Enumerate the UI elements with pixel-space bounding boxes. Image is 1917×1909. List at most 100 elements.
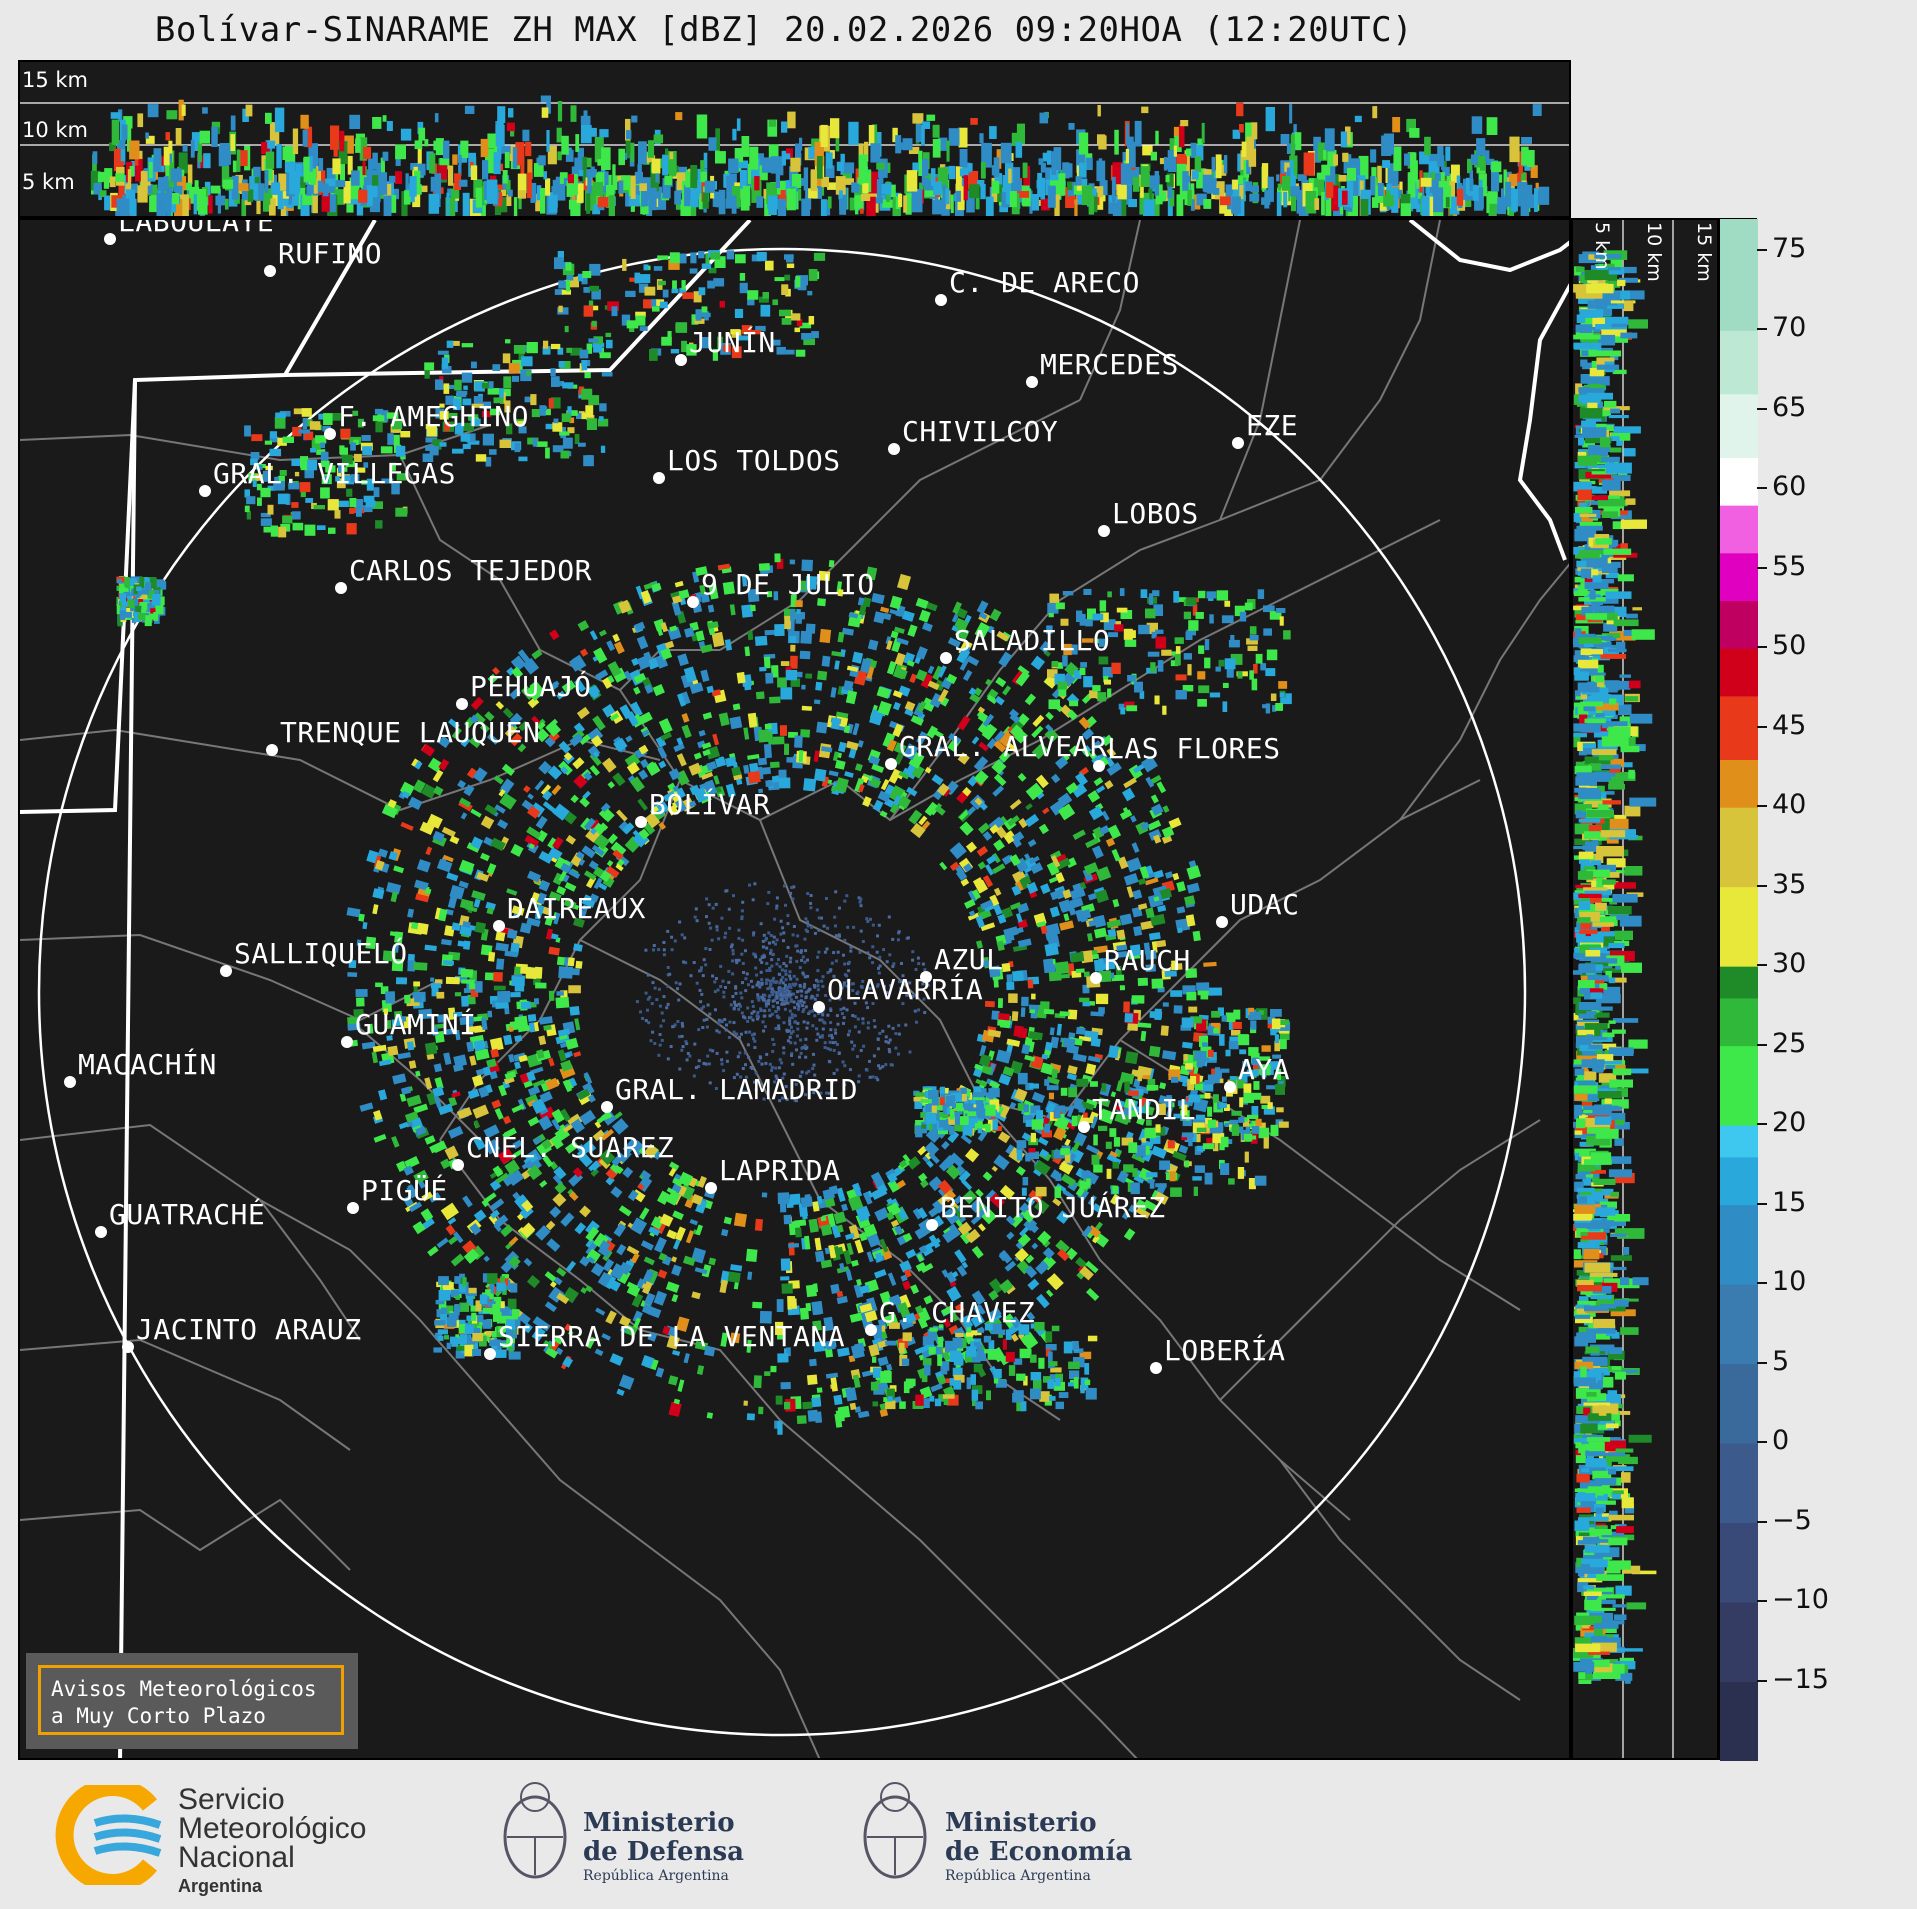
clutter-pixel (666, 1002, 670, 1006)
xs-pixel (1430, 172, 1436, 180)
xs-pixel (284, 161, 296, 173)
xs-pixel (1481, 150, 1490, 161)
xs-pixel (1316, 172, 1328, 182)
clutter-pixel (646, 973, 650, 977)
clutter-pixel (788, 1035, 792, 1039)
clutter-pixel (830, 961, 834, 965)
xs-pixel (1294, 132, 1302, 151)
clutter-pixel (878, 955, 882, 959)
clutter-pixel (826, 926, 830, 930)
xs-pixel (302, 129, 308, 147)
echo-pixel (890, 630, 899, 639)
echo-pixel (560, 766, 569, 775)
echo-pixel (1119, 1071, 1135, 1085)
echo-pixel (1095, 993, 1109, 1005)
xs-pixel (1000, 142, 1012, 164)
echo-pixel (607, 781, 616, 789)
xs-pixel (799, 137, 803, 151)
clutter-pixel (771, 952, 774, 956)
clutter-pixel (779, 987, 783, 991)
clutter-pixel (800, 958, 804, 962)
echo-pixel (658, 821, 667, 831)
echo-pixel (1151, 803, 1164, 816)
xs-pixel (1372, 106, 1378, 119)
xs-pixel (125, 189, 133, 215)
xs-pixel (526, 172, 532, 199)
echo-pixel (777, 1353, 789, 1363)
echo-pixel (920, 673, 934, 689)
xs-pixel (1281, 176, 1291, 202)
xs-pixel (93, 182, 102, 195)
echo-pixel (790, 644, 796, 652)
xs-pixel (1382, 160, 1391, 168)
clutter-pixel (741, 900, 745, 904)
echo-pixel (503, 1076, 515, 1085)
echo-pixel (813, 1304, 821, 1316)
xs-pixel (335, 180, 346, 188)
echo-pixel (1055, 961, 1070, 975)
xs-pixel (1076, 149, 1086, 173)
echo-pixel (655, 801, 670, 816)
echo-pixel (633, 672, 647, 684)
echo-pixel (534, 779, 545, 791)
clutter-pixel (830, 1036, 834, 1040)
xs-pixel (580, 125, 592, 144)
echo-pixel (612, 633, 620, 643)
clutter-pixel (768, 966, 772, 970)
xs-pixel (1456, 188, 1464, 206)
clutter-pixel (823, 1041, 827, 1045)
echo-pixel (444, 1028, 456, 1036)
echo-pixel (949, 861, 960, 871)
echo-pixel (946, 1286, 962, 1302)
echo-pixel (743, 764, 750, 774)
xs-pixel (1122, 152, 1127, 165)
echo-pixel (396, 977, 408, 985)
xs-pixel (787, 111, 796, 129)
clutter-pixel (872, 1019, 876, 1023)
xs-pixel (1022, 162, 1028, 178)
echo-pixel (808, 1218, 819, 1233)
echo-pixel (675, 787, 686, 799)
clutter-pixel (680, 933, 684, 937)
echo-pixel (602, 757, 617, 773)
xs-pixel (1359, 180, 1364, 196)
echo-pixel (886, 660, 897, 675)
echo-pixel (1039, 1148, 1050, 1158)
echo-pixel (853, 1342, 865, 1353)
echo-pixel (558, 869, 568, 882)
xs-pixel (911, 188, 923, 213)
echo-pixel (1080, 1100, 1095, 1111)
xs-pixel (785, 153, 791, 160)
echo-pixel (473, 1119, 480, 1128)
xs-pixel (771, 156, 782, 174)
clutter-pixel (708, 1048, 712, 1052)
clutter-pixel (695, 919, 699, 923)
xs-pixel (506, 122, 515, 132)
xs-pixel (506, 179, 511, 194)
clutter-pixel (753, 1046, 757, 1049)
echo-pixel (513, 1061, 521, 1070)
echo-pixel (449, 835, 460, 845)
echo-pixel (347, 972, 358, 977)
clutter-pixel (891, 937, 895, 941)
echo-pixel (825, 1372, 839, 1379)
xs-pixel (1056, 173, 1066, 196)
xs-pixel (1442, 166, 1450, 176)
echo-pixel (553, 912, 561, 925)
echo-pixel (599, 870, 612, 882)
echo-pixel (796, 609, 801, 615)
xs-pixel (1480, 156, 1485, 171)
xs-pixel (571, 166, 579, 179)
clutter-pixel (884, 1035, 888, 1039)
xs-pixel (556, 127, 562, 143)
xs-pixel (237, 150, 248, 167)
echo-pixel (984, 864, 995, 876)
radar-map[interactable]: LABOULAYE RUFINO C. DE ARECO JUNÍN MERCEDES F… (18, 218, 1571, 1760)
echo-pixel (611, 1118, 629, 1135)
clutter-pixel (806, 1021, 810, 1025)
clutter-pixel (913, 1009, 917, 1013)
xs-pixel (975, 196, 980, 210)
xs-pixel (459, 179, 468, 187)
xs-pixel (966, 190, 975, 213)
echo-pixel (660, 731, 672, 741)
